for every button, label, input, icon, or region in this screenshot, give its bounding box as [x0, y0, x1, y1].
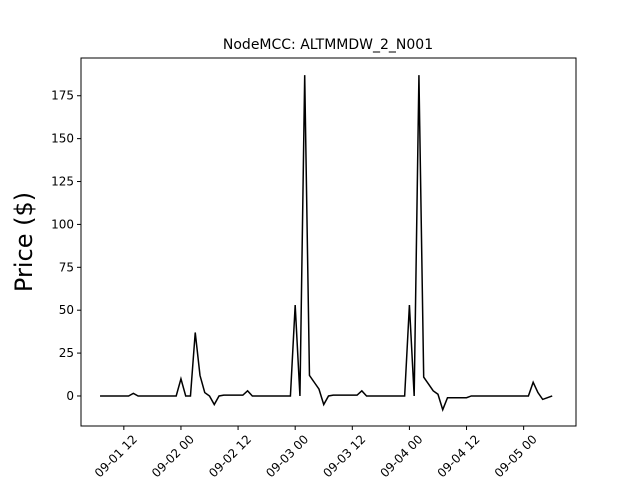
plot-frame: [80, 57, 577, 427]
x-tick-label: 09-03 12: [320, 432, 368, 480]
y-tick-label: 175: [51, 89, 74, 103]
chart-title: NodeMCC: ALTMMDW_2_N001: [223, 37, 433, 53]
y-tick-label: 100: [51, 217, 74, 231]
x-tick-label: 09-04 00: [377, 432, 425, 480]
y-axis-label: Price ($): [10, 192, 38, 292]
price-line: [100, 75, 553, 412]
y-tick-label: 125: [51, 175, 74, 189]
x-tick-label: 09-04 12: [435, 432, 483, 480]
x-tick-label: 09-02 00: [149, 432, 197, 480]
y-tick-label: 50: [59, 303, 74, 317]
x-tick-label: 09-02 12: [206, 432, 254, 480]
y-tick-label: 0: [66, 389, 74, 403]
x-tick-label: 09-01 12: [92, 432, 140, 480]
y-tick-label: 75: [59, 260, 74, 274]
x-tick-label: 09-05 00: [492, 432, 540, 480]
y-tick-label: 150: [51, 132, 74, 146]
y-tick-label: 25: [59, 346, 74, 360]
x-tick-label: 09-03 00: [263, 432, 311, 480]
